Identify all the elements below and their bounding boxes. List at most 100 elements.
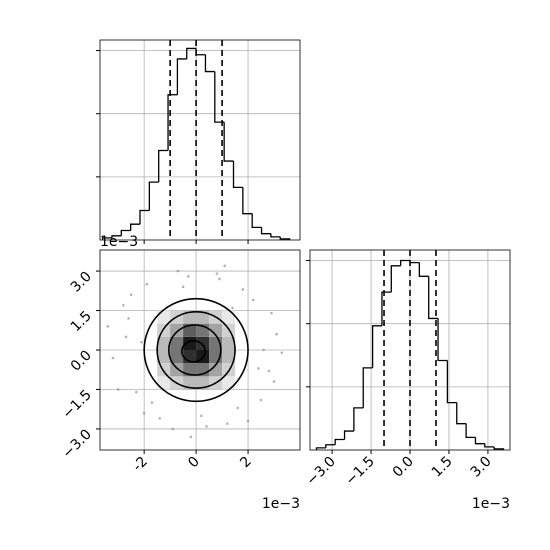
histogram-step [371,325,382,368]
scatter-point [127,317,130,320]
histogram-step [390,265,401,293]
histogram-step [139,209,150,225]
scatter-point [270,311,273,315]
histogram-step [474,437,485,445]
histogram-step [129,223,140,231]
density-cell [170,350,184,364]
x-tick-label: 3.0 [468,454,495,481]
density-cell [196,336,210,350]
scatter-point [259,398,263,402]
scatter-point [171,427,175,431]
density-cell [170,363,184,377]
contour [156,311,236,389]
histogram-step [437,318,448,362]
histogram-step [260,227,271,235]
histogram-step [353,407,364,432]
density-cell [157,323,171,337]
panel [96,39,301,244]
scatter-point [205,425,208,428]
scatter-point [262,348,265,352]
histogram-step [251,213,262,229]
scatter-point [124,335,128,339]
scatter-point [111,356,115,360]
histogram-step [381,291,392,326]
y-tick-label: −3.0 [59,426,94,461]
histogram-step [186,47,197,59]
histogram-step [167,94,178,151]
histogram-step [456,402,467,425]
scatter-point [189,435,193,439]
x-tick-label: −3.0 [304,454,339,489]
density-cell [222,363,236,377]
histogram-step [204,54,215,73]
contour [143,297,249,403]
scatter-point [150,401,154,404]
x-offset-label: 1e−3 [262,496,300,512]
density-cell [196,310,210,324]
density-cell [209,323,223,337]
scatter-point [257,367,260,370]
histogram-step [232,161,243,189]
scatter-point [158,417,162,420]
scatter-point [176,269,180,273]
density-cell [157,336,171,350]
density-cell [170,323,184,337]
contour [168,324,222,376]
density-cell [196,376,210,390]
density-cell [209,363,223,377]
histogram-step [493,446,505,450]
x-tick-label: −1.5 [343,454,378,489]
x-tick-label: 0 [185,454,203,472]
scatter-point [246,419,250,423]
scatter-point [251,298,255,302]
density-cell [222,310,236,324]
histogram-step [334,438,345,445]
density-cell [222,323,236,337]
scatter-point [187,275,190,278]
scatter-point [215,272,219,275]
scatter-point [225,422,229,425]
histogram-step [465,423,476,439]
scatter-point [145,282,149,286]
scatter-point [129,293,133,297]
histogram-step [446,360,457,404]
histogram-step [101,237,112,240]
scatter-point [241,288,245,291]
histogram-step [158,149,169,183]
histogram-step [148,181,159,211]
panel: −3.0 −1.5 0.0 1.5 3.0 1e−3 [304,249,511,512]
density-cell [170,336,184,350]
y-tick-label: −1.5 [59,387,94,422]
histogram-step [279,236,291,240]
y-tick-label: 1.5 [68,308,95,335]
scatter-point [223,264,226,268]
histogram-step [120,229,131,236]
density-cell [183,310,197,324]
histogram-step [223,122,234,162]
y-tick-label: 0.0 [68,348,95,375]
y-tick-label: 3.0 [68,269,95,296]
histogram-step [343,430,354,440]
panel: -2 0 2 −3.0 −1.5 0.0 1.5 3.0 1e−3 1e−3 [59,234,301,512]
x-tick-label: 1.5 [429,454,456,481]
histogram-step [362,367,373,408]
density-cell [222,376,236,390]
axes-frame [309,249,511,451]
y-offset-label: 1e−3 [100,234,138,250]
density-cell [183,376,197,390]
scatter-point [135,390,138,394]
scatter-point [236,406,239,410]
scatter-point [272,380,276,383]
scatter-point [106,325,110,328]
histogram-step [111,235,122,238]
scatter-point [142,411,146,415]
density-cell [157,350,171,364]
density-cell [157,310,171,324]
histogram-step [270,233,281,238]
histogram-step [214,71,225,123]
density-cell [222,336,236,350]
x-offset-label: 1e−3 [472,496,510,512]
scatter-point [140,340,143,344]
histogram-step [418,262,429,277]
